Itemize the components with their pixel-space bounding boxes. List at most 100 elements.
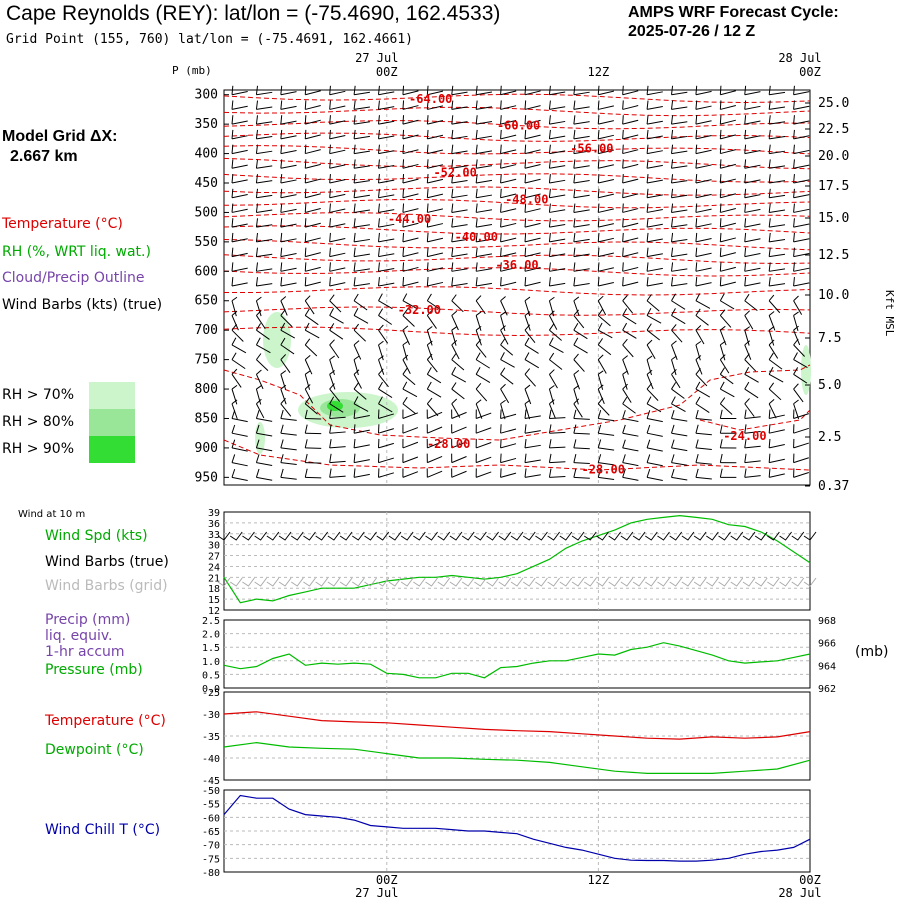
wind-barb-shaft [744,403,755,417]
wind-barb-shaft [744,315,754,330]
wind-barb-shaft [451,411,467,419]
wind-barb-flag [573,453,577,463]
wind-speed-tick-label: 27 [208,552,220,563]
wind-barb-shaft [573,121,590,125]
wind-barb-shaft [476,194,493,199]
pressure-tick-label: 500 [195,205,218,220]
wind-barb-flag [793,338,799,346]
wind-barb-shaft [256,224,273,228]
wind-barb-shaft [622,432,639,437]
wind-barb-shaft [231,359,246,370]
wind-barb-shaft [329,329,344,340]
wind-barb-shaft [695,344,701,361]
wind-barb-shaft [671,224,688,228]
wind-barb-shaft [353,344,362,360]
wind-barb-flag [719,439,723,449]
wind-barb-shaft [231,164,248,169]
wind-barb-shaft [305,178,321,184]
wind-barb-flag [646,144,649,154]
wind-barb-shaft [280,223,297,228]
wind-barb-shaft [500,428,517,434]
grid-wind-barb [730,577,744,587]
wind-barb-flag [255,85,259,95]
wind-barb-flag [719,188,722,198]
wind-barb-flag [280,370,287,375]
wind-barb-shaft [793,300,803,315]
wind-barb-shaft [622,149,639,155]
wind-barb-shaft [598,149,614,155]
wind-barb-flag [573,188,576,198]
wind-barb-flag [548,174,551,184]
wind-barb-shaft [329,359,335,376]
wind-speed-tick-label: 36 [208,519,220,530]
grid-wind-barb [571,577,585,587]
wind-barb-shaft [402,315,415,327]
wind-barb-flag [451,159,454,169]
wind-barb-flag [548,439,552,449]
wind-barb-flag [646,129,649,139]
wind-barb-flag [695,381,701,390]
wind-barb-shaft [329,388,341,402]
true-wind-barb [339,531,353,541]
wind-barb-shaft [793,223,810,228]
wind-barb-shaft [475,403,483,419]
wind-barb-flag [573,439,577,449]
wind-barb-flag [695,454,699,463]
wind-barb-shaft [378,374,389,388]
true-wind-barb [657,531,670,541]
wind-barb-flag [329,129,331,139]
wind-barb-shaft [524,474,541,478]
wind-barb-flag [671,468,675,478]
grid-wind-barb [803,577,817,587]
wind-barb-shaft [256,283,273,287]
wind-barb-shaft [451,179,468,184]
wind-barb-flag [622,439,626,449]
wind-barb-shaft [354,253,370,258]
wind-barb-shaft [353,473,370,478]
wind-barb-shaft [695,329,705,345]
wind-barb-flag [695,262,698,272]
wind-barb-flag [475,295,482,302]
wind-barb-shaft [671,462,688,466]
grid-wind-barb [303,577,316,587]
wind-barb-shaft [231,208,248,213]
wind-barb-flag [500,424,502,434]
wind-barb-flag [304,354,311,360]
legend-cloud: Cloud/Precip Outline [2,270,145,286]
wind-barb-flag [378,324,384,331]
wind-barb-flag [255,203,259,213]
wind-barb-shaft [793,252,810,258]
wind-barb-flag [378,293,383,301]
wind-barb-shaft [548,315,558,330]
wind-barb-flag [646,369,653,375]
wind-barb-flag [353,85,356,95]
wind-barb-shaft [769,135,786,140]
wind-barb-flag [231,296,238,302]
wind-barb-flag [719,159,722,169]
wind-barb-shaft [329,208,346,213]
wind-barb-shaft [695,388,711,398]
wind-barb-shaft [744,388,759,399]
wind-barb-shaft [524,359,539,369]
wind-barb-shaft [695,417,712,421]
wind-barb-shaft [378,457,394,464]
wind-barb-flag [695,144,698,154]
wind-barb-flag [524,129,527,139]
wind-barb-shaft [622,300,634,314]
wind-barb-flag [451,326,458,331]
wind-barb-flag [304,262,307,272]
wind-barb-shaft [280,135,297,140]
wind-barb-shaft [598,281,614,287]
wind-barb-shaft [500,222,517,228]
wind-barb-shaft [378,120,395,125]
wind-barb-flag [695,174,698,184]
wind-barb-flag [353,438,356,448]
wind-barb-flag [671,188,674,198]
wind-barb-shaft [793,427,809,434]
pressure-tick-label: 600 [195,264,218,279]
true-wind-barb [645,531,658,541]
wind-barb-flag [548,129,551,139]
wind-barb-flag [329,439,332,448]
wind-barb-shaft [597,344,612,356]
wind-barb-flag [573,115,576,125]
